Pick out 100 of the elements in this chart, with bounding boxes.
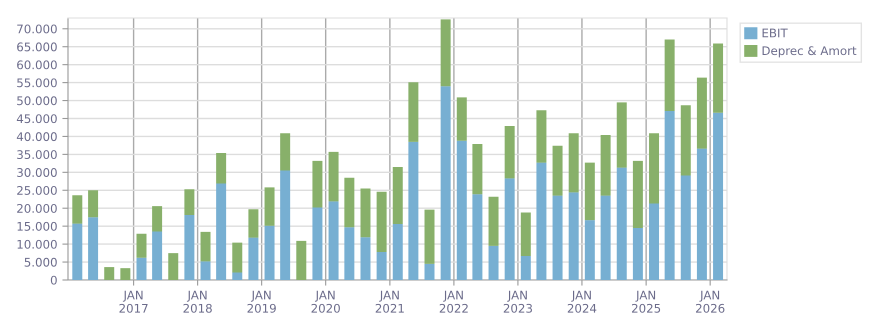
bar — [264, 187, 275, 226]
y-tick-label: 25.000 — [17, 186, 57, 195]
bar — [649, 204, 660, 280]
bar — [408, 82, 418, 142]
bar — [360, 237, 370, 280]
y-tick-label: 50.000 — [17, 96, 57, 106]
y-tick-label: 20.000 — [17, 204, 57, 213]
bar — [344, 178, 354, 228]
bar — [600, 196, 611, 280]
bar — [520, 256, 531, 280]
y-tick-label: 45.000 — [16, 114, 57, 124]
bar — [488, 246, 499, 280]
bar — [312, 160, 322, 208]
y-tick-label: 30.000 — [17, 168, 57, 177]
bar — [248, 238, 258, 280]
bar — [456, 97, 467, 141]
bar — [568, 133, 579, 192]
bar — [616, 168, 627, 280]
bar — [424, 210, 435, 264]
x-tick-label: JAN 2022 — [440, 290, 468, 313]
bar — [713, 112, 724, 280]
bar — [136, 258, 146, 280]
bar — [504, 126, 515, 178]
x-tick-label: JAN 2026 — [696, 290, 724, 313]
bar — [600, 135, 611, 196]
bar — [392, 166, 403, 224]
y-tick-label: 70.000 — [17, 24, 57, 34]
bar — [472, 194, 482, 280]
bar — [152, 206, 162, 232]
bar — [72, 224, 82, 280]
bar — [184, 189, 194, 216]
y-tick-label: 5.000 — [24, 258, 57, 267]
bar — [696, 148, 707, 280]
bar — [136, 234, 146, 258]
bar — [488, 196, 499, 246]
bar — [713, 43, 724, 113]
y-tick-label: 65.000 — [17, 42, 57, 52]
bar — [312, 208, 322, 280]
bar — [88, 190, 98, 218]
bar — [536, 162, 546, 280]
bar — [680, 105, 691, 176]
bar — [584, 162, 595, 220]
bar — [392, 224, 403, 280]
bar — [440, 19, 451, 86]
bar — [248, 209, 258, 238]
bar — [232, 272, 242, 280]
bar — [632, 228, 643, 280]
bar — [264, 226, 275, 280]
y-tick-label: 60.000 — [17, 60, 57, 70]
bar — [680, 176, 691, 280]
bar — [504, 178, 515, 280]
y-tick-label: 0 — [50, 276, 57, 285]
bar — [280, 133, 290, 171]
bar — [200, 261, 211, 280]
bar — [296, 240, 306, 280]
bar — [408, 142, 418, 280]
bar — [440, 86, 451, 280]
bar — [632, 160, 643, 228]
bar — [568, 192, 579, 280]
bar — [472, 144, 482, 194]
x-tick-label: JAN 2025 — [632, 290, 660, 313]
x-tick-label: JAN 2019 — [247, 290, 276, 313]
bar — [328, 152, 339, 202]
bar — [664, 40, 675, 111]
bar — [120, 268, 130, 280]
bar — [200, 232, 211, 262]
bar — [552, 146, 563, 196]
bar — [280, 170, 290, 280]
legend-label: Deprec & Amort — [762, 46, 856, 58]
y-tick-label: 55.000 — [17, 78, 57, 88]
bar — [360, 188, 370, 238]
bar — [456, 140, 467, 280]
bar — [216, 152, 226, 184]
bar — [376, 252, 387, 280]
bar — [664, 110, 675, 280]
bar — [88, 217, 98, 280]
x-tick-label: JAN 2020 — [312, 290, 340, 313]
x-tick-label: JAN 2023 — [504, 290, 532, 313]
bar — [376, 192, 387, 252]
y-tick-label: 35.000 — [17, 150, 57, 160]
bar — [344, 227, 354, 280]
bar — [520, 212, 531, 256]
bar — [184, 215, 194, 280]
x-tick-label: JAN 2017 — [119, 290, 148, 313]
bar — [616, 102, 627, 168]
bar — [696, 78, 707, 149]
bar — [328, 201, 339, 280]
bar — [536, 110, 546, 163]
x-tick-label: JAN 2024 — [568, 290, 596, 313]
y-tick-label: 15.000 — [18, 222, 57, 231]
x-tick-label: JAN 2018 — [183, 290, 212, 313]
y-tick-label: 40.000 — [16, 132, 57, 142]
bar — [424, 264, 435, 280]
bar — [104, 267, 114, 280]
bar — [649, 133, 660, 204]
bar — [152, 232, 162, 280]
bar — [216, 183, 226, 280]
bar — [72, 195, 82, 224]
bar — [232, 242, 242, 272]
x-tick-label: JAN 2021 — [376, 290, 404, 313]
